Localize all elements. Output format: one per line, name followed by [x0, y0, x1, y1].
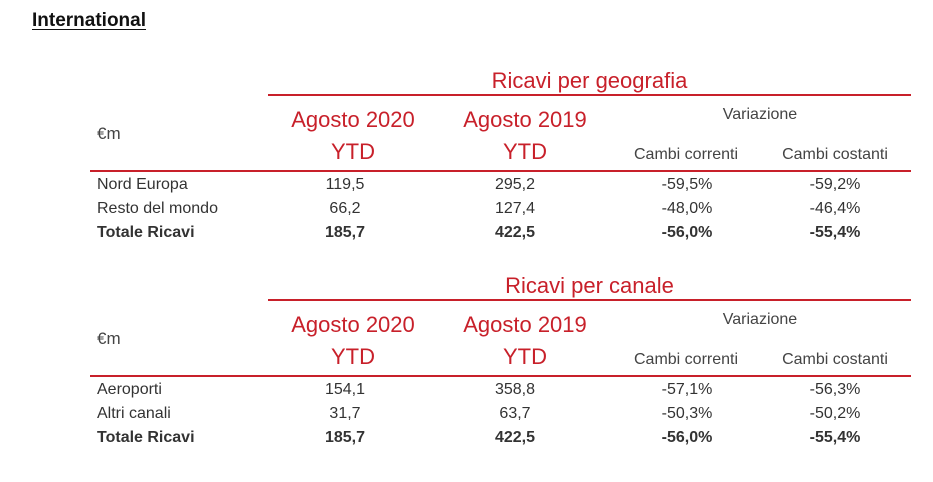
row-label: Nord Europa: [97, 176, 188, 193]
value-2020: 154,1: [324, 381, 366, 398]
unit-label: €m: [97, 124, 121, 143]
constant-fx-header: Cambi costanti: [782, 146, 888, 163]
row-label: Totale Ricavi: [97, 224, 195, 241]
col-2020-line2: YTD: [331, 139, 375, 164]
variation-current: -50,3%: [661, 405, 713, 422]
col-2020-line1: Agosto 2020: [291, 107, 415, 132]
col-2019-line1: Agosto 2019: [463, 312, 587, 337]
title-rule: [268, 299, 911, 301]
variation-current: -57,1%: [661, 381, 713, 398]
variation-constant: -55,4%: [809, 429, 861, 446]
row-label: Altri canali: [97, 405, 171, 422]
row-label: Resto del mondo: [97, 200, 218, 217]
value-2020: 66,2: [329, 200, 361, 217]
value-2020: 185,7: [324, 429, 366, 446]
total-row: Totale Ricavi 185,7 422,5 -56,0% -55,4%: [0, 429, 933, 453]
col-2020-line2: YTD: [331, 344, 375, 369]
row-label: Aeroporti: [97, 381, 162, 398]
variation-constant: -55,4%: [809, 224, 861, 241]
table-row: Altri canali 31,7 63,7 -50,3% -50,2%: [0, 405, 933, 429]
col-2019-line2: YTD: [503, 344, 547, 369]
value-2019: 358,8: [494, 381, 536, 398]
col-2019-header: Agosto 2019 YTD: [450, 309, 600, 373]
value-2019: 422,5: [494, 224, 536, 241]
table-row: Nord Europa 119,5 295,2 -59,5% -59,2%: [0, 176, 933, 200]
row-label: Totale Ricavi: [97, 429, 195, 446]
col-2020-header: Agosto 2020 YTD: [278, 309, 428, 373]
variation-constant: -46,4%: [809, 200, 861, 217]
title-rule: [268, 94, 911, 96]
value-2020: 119,5: [325, 176, 365, 193]
variation-current: -59,5%: [661, 176, 713, 193]
variation-current: -48,0%: [661, 200, 713, 217]
table-row: Aeroporti 154,1 358,8 -57,1% -56,3%: [0, 381, 933, 405]
table-row: Resto del mondo 66,2 127,4 -48,0% -46,4%: [0, 200, 933, 224]
variation-header: Variazione: [722, 106, 798, 123]
value-2019: 295,2: [494, 176, 536, 193]
variation-constant: -50,2%: [809, 405, 861, 422]
current-fx-header: Cambi correnti: [633, 351, 739, 368]
variation-header: Variazione: [722, 311, 798, 328]
header-rule: [90, 375, 911, 377]
value-2020: 31,7: [329, 405, 361, 422]
value-2019: 63,7: [499, 405, 531, 422]
value-2020: 185,7: [324, 224, 366, 241]
unit-label: €m: [97, 329, 121, 348]
variation-constant: -59,2%: [809, 176, 861, 193]
header-rule: [90, 170, 911, 172]
value-2019: 127,4: [494, 200, 536, 217]
variation-current: -56,0%: [661, 224, 713, 241]
col-2019-line2: YTD: [503, 139, 547, 164]
current-fx-header: Cambi correnti: [633, 146, 739, 163]
col-2019-line1: Agosto 2019: [463, 107, 587, 132]
section-title: Ricavi per geografia: [491, 68, 688, 93]
col-2020-header: Agosto 2020 YTD: [278, 104, 428, 168]
constant-fx-header: Cambi costanti: [782, 351, 888, 368]
page-heading: International: [32, 10, 147, 31]
variation-constant: -56,3%: [809, 381, 861, 398]
value-2019: 422,5: [494, 429, 536, 446]
section-title: Ricavi per canale: [505, 273, 674, 298]
col-2020-line1: Agosto 2020: [291, 312, 415, 337]
total-row: Totale Ricavi 185,7 422,5 -56,0% -55,4%: [0, 224, 933, 248]
variation-current: -56,0%: [661, 429, 713, 446]
col-2019-header: Agosto 2019 YTD: [450, 104, 600, 168]
